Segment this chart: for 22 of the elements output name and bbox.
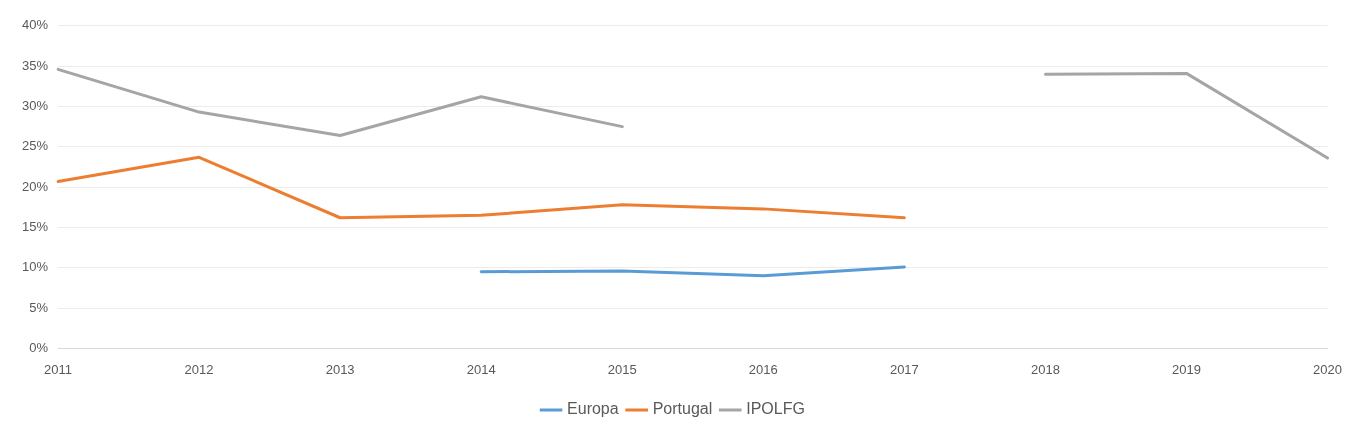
y-tick-label: 30% — [21, 98, 49, 114]
legend-label: Europa — [567, 400, 619, 418]
x-tick-label: 2014 — [466, 361, 496, 377]
x-tick-label: 2012 — [184, 361, 214, 377]
y-tick-label: 5% — [29, 299, 49, 315]
x-tick-label: 2015 — [607, 361, 637, 377]
y-tick-label: 40% — [21, 17, 49, 33]
y-tick-label: 25% — [21, 138, 49, 154]
x-tick-label: 2016 — [748, 361, 778, 377]
y-tick-label: 10% — [21, 259, 49, 275]
y-tick-label: 0% — [29, 339, 49, 355]
legend-label: Portugal — [652, 400, 713, 418]
x-tick-label: 2017 — [889, 361, 919, 377]
x-tick-label: 2019 — [1172, 361, 1201, 377]
x-tick-label: 2018 — [1030, 361, 1060, 377]
legend-label: IPOLFG — [746, 400, 805, 418]
y-tick-label: 20% — [21, 178, 49, 194]
x-tick-label: 2013 — [325, 361, 355, 377]
x-tick-label: 2020 — [1313, 361, 1342, 377]
y-tick-label: 15% — [21, 219, 49, 234]
x-tick-label: 2011 — [44, 361, 72, 377]
y-tick-label: 35% — [21, 57, 49, 73]
